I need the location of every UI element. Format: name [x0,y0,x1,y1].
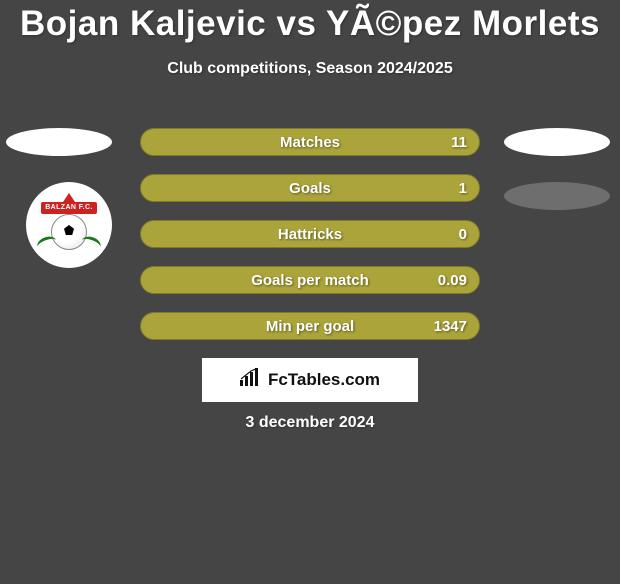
brand-text: FcTables.com [268,370,380,390]
bars-chart-icon [240,368,262,393]
stat-row-hattricks: Hattricks 0 [140,220,480,248]
stat-label: Matches [280,134,340,151]
club-badge: BALZAN F.C. [26,182,112,268]
player2-shadow-ellipse [504,182,610,210]
stat-row-matches: Matches 11 [140,128,480,156]
stat-label: Hattricks [278,226,342,243]
stat-row-goals: Goals 1 [140,174,480,202]
stat-value: 0.09 [438,272,467,289]
date-text: 3 december 2024 [0,414,620,432]
stat-row-min-per-goal: Min per goal 1347 [140,312,480,340]
club-badge-label: BALZAN F.C. [41,202,97,214]
stat-label: Goals [289,180,331,197]
club-badge-graphic: BALZAN F.C. [37,193,101,257]
brand-box[interactable]: FcTables.com [202,358,418,402]
stat-value: 0 [459,226,467,243]
subtitle: Club competitions, Season 2024/2025 [0,60,620,78]
player1-blank-ellipse [6,128,112,156]
stat-value: 1 [459,180,467,197]
page-title: Bojan Kaljevic vs YÃ©pez Morlets [0,4,620,44]
stat-row-goals-per-match: Goals per match 0.09 [140,266,480,294]
player2-blank-ellipse [504,128,610,156]
stat-value: 1347 [434,318,467,335]
stat-value: 11 [451,134,467,151]
stat-label: Min per goal [266,318,354,335]
stat-label: Goals per match [251,272,369,289]
stats-list: Matches 11 Goals 1 Hattricks 0 Goals per… [140,128,480,358]
